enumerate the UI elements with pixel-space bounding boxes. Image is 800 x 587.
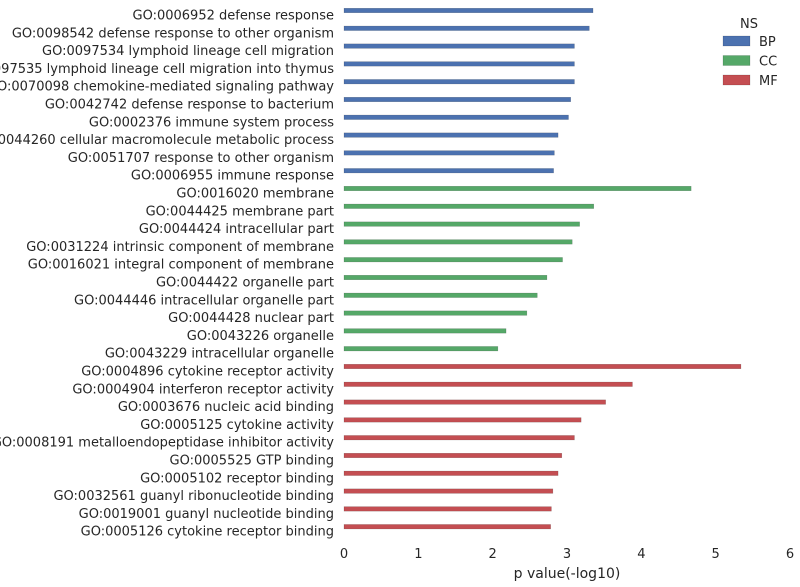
- x-tick-label: 1: [414, 547, 422, 562]
- category-label: GO:0051707 response to other organism: [68, 151, 334, 166]
- category-label: GO:0032561 guanyl ribonucleotide binding: [53, 489, 334, 504]
- category-label: GO:0005525 GTP binding: [170, 454, 334, 469]
- category-label: GO:0044425 membrane part: [146, 204, 334, 219]
- bar-go-0005126-cytokine-receptor-binding: [343, 524, 551, 530]
- category-label: GO:0044260 cellular macromolecule metabo…: [0, 133, 334, 148]
- bar-go-0044428-nuclear-part: [343, 310, 528, 316]
- legend-title: NS: [740, 17, 758, 32]
- x-tick-label: 3: [563, 547, 571, 562]
- category-label: GO:0008191 metalloendopeptidase inhibito…: [0, 436, 334, 451]
- x-tick-label: 4: [637, 547, 645, 562]
- bar-go-0008191-metalloendopeptidase-inhibitor-activity: [343, 435, 575, 441]
- bar-go-0016021-integral-component-of-membrane: [343, 257, 563, 263]
- category-label: GO:0044422 organelle part: [156, 276, 334, 291]
- bar-go-0070098-chemokine-mediated-signaling-pathway: [343, 79, 575, 85]
- category-labels: GO:0006952 defense response GO:0098542 de…: [0, 9, 334, 540]
- bar-go-0097534-lymphoid-lineage-cell-migration: [343, 43, 575, 49]
- category-label: GO:0006952 defense response: [133, 9, 335, 24]
- x-axis-label: p value(-log10): [514, 566, 621, 582]
- bar-go-0004896-cytokine-receptor-activity: [343, 364, 742, 369]
- bar-go-0019001-guanyl-nucleotide-binding: [343, 506, 552, 512]
- category-label: GO:0044446 intracellular organelle part: [74, 293, 334, 308]
- bar-go-0098542-defense-response-to-other-organism: [343, 25, 590, 31]
- bar-go-0005102-receptor-binding: [343, 470, 559, 476]
- legend-label-cc: CC: [759, 55, 777, 70]
- category-label: GO:0005125 cytokine activity: [140, 418, 334, 433]
- legend: NS BP CC MF: [722, 17, 778, 89]
- bar-go-0005125-cytokine-activity: [343, 417, 582, 423]
- category-label: GO:0004896 cytokine receptor activity: [81, 365, 334, 380]
- category-label: GO:0002376 immune system process: [89, 115, 334, 130]
- legend-swatch-bp: [722, 35, 751, 47]
- category-label: GO:0016020 membrane: [176, 187, 334, 202]
- bar-go-0043226-organelle: [343, 328, 507, 334]
- bar-go-0044422-organelle-part: [343, 275, 548, 280]
- legend-label-bp: BP: [759, 35, 776, 50]
- category-label: GO:0097534 lymphoid lineage cell migrati…: [42, 44, 334, 59]
- category-label: GO:0005102 receptor binding: [140, 471, 334, 486]
- bar-go-0031224-intrinsic-component-of-membrane: [343, 239, 573, 245]
- bar-go-0051707-response-to-other-organism: [343, 150, 555, 156]
- x-axis-ticks: 0 1 2 3 4 5 6: [340, 547, 794, 562]
- category-label: GO:0097535 lymphoid lineage cell migrati…: [0, 62, 334, 77]
- legend-label-mf: MF: [759, 74, 778, 89]
- x-tick-label: 6: [786, 547, 794, 562]
- category-label: GO:0043226 organelle: [187, 329, 334, 344]
- bar-go-0004904-interferon-receptor-activity: [343, 381, 633, 387]
- bar-go-0002376-immune-system-process: [343, 114, 569, 120]
- bar-go-0005525-gtp-binding: [343, 453, 563, 458]
- x-tick-label: 2: [489, 547, 497, 562]
- category-label: GO:0044424 intracellular part: [139, 222, 334, 237]
- bar-go-0043229-intracellular-organelle: [343, 346, 499, 352]
- category-label: GO:0005126 cytokine receptor binding: [81, 525, 334, 540]
- legend-swatch-mf: [722, 74, 751, 86]
- bar-go-0044424-intracellular-part: [343, 221, 580, 227]
- category-label: GO:0044428 nuclear part: [168, 311, 334, 326]
- category-label: GO:0003676 nucleic acid binding: [118, 400, 334, 415]
- bar-go-0003676-nucleic-acid-binding: [343, 399, 606, 405]
- category-label: GO:0031224 intrinsic component of membra…: [26, 240, 334, 255]
- category-label: GO:0070098 chemokine-mediated signaling …: [0, 80, 334, 95]
- legend-swatch-cc: [722, 55, 751, 66]
- category-label: GO:0004904 interferon receptor activity: [72, 382, 334, 397]
- bar-go-0097535-lymphoid-lineage-cell-migration-into-thymus: [343, 61, 575, 67]
- category-label: GO:0016021 integral component of membran…: [28, 258, 334, 273]
- category-label: GO:0019001 guanyl nucleotide binding: [79, 507, 334, 522]
- bar-go-0044260-cellular-macromolecule-metabolic-process: [343, 132, 559, 138]
- bars: [343, 8, 742, 530]
- category-label: GO:0006955 immune response: [131, 169, 334, 184]
- x-tick-label: 5: [712, 547, 720, 562]
- bar-go-0006952-defense-response: [343, 8, 594, 13]
- bar-go-0042742-defense-response-to-bacterium: [343, 97, 571, 102]
- category-label: GO:0098542 defense response to other org…: [12, 26, 334, 41]
- bar-go-0006955-immune-response: [343, 168, 554, 174]
- bar-go-0044425-membrane-part: [343, 203, 595, 209]
- category-label: GO:0042742 defense response to bacterium: [45, 98, 334, 113]
- bar-go-0032561-guanyl-ribonucleotide-binding: [343, 488, 554, 494]
- category-label: GO:0043229 intracellular organelle: [105, 347, 334, 362]
- bar-go-0016020-membrane: [343, 186, 692, 191]
- bar-go-0044446-intracellular-organelle-part: [343, 292, 538, 298]
- x-tick-label: 0: [340, 547, 348, 562]
